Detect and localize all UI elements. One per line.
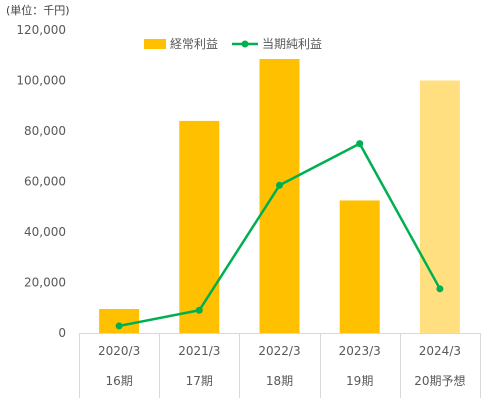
net-income-point-2021-3 (195, 306, 203, 314)
x-category-label: 2024/3 (419, 344, 461, 358)
y-axis: 0 20,000 40,000 60,000 80,000 100,000 120,000 (16, 23, 66, 340)
bar-2023-3 (339, 200, 380, 333)
legend-marker-net-income (241, 40, 249, 48)
y-tick-label: 80,000 (24, 124, 66, 138)
legend-swatch-ordinary-profit (144, 39, 166, 49)
line-series (115, 140, 444, 330)
y-tick-label: 60,000 (24, 175, 66, 189)
y-tick-label: 40,000 (24, 225, 66, 239)
x-period-label: 18期 (266, 374, 293, 388)
legend: 経常利益 当期純利益 (144, 37, 322, 51)
unit-label: (単位：千円) (6, 4, 70, 17)
bar-2022-3 (259, 59, 300, 333)
net-income-point-2020-3 (115, 322, 123, 330)
x-period-label: 19期 (346, 374, 373, 388)
bar-2024-3 (419, 80, 460, 333)
bar-2021-3 (179, 120, 220, 334)
y-tick-label: 0 (58, 326, 66, 340)
y-tick-label: 20,000 (24, 276, 66, 290)
x-period-label: 16期 (105, 374, 132, 388)
y-tick-label: 120,000 (16, 23, 66, 37)
x-period-label: 20期予想 (414, 373, 465, 388)
bar-2020-3 (99, 309, 140, 333)
x-category-label: 2021/3 (178, 344, 220, 358)
x-period-label: 17期 (186, 374, 213, 388)
net-income-point-2024-3 (436, 285, 444, 293)
x-axis: 2020/3 2021/3 2022/3 2023/3 2024/3 16期 17期 18期 1… (79, 333, 481, 398)
net-income-point-2022-3 (276, 181, 283, 189)
x-category-label: 2023/3 (339, 344, 381, 358)
bar-series (99, 59, 460, 334)
x-category-label: 2022/3 (258, 344, 300, 358)
y-tick-label: 100,000 (16, 74, 66, 88)
legend-label-net-income: 当期純利益 (262, 37, 322, 51)
legend-label-ordinary-profit: 経常利益 (170, 37, 218, 51)
net-income-point-2023-3 (356, 140, 364, 148)
x-category-label: 2020/3 (98, 344, 140, 358)
